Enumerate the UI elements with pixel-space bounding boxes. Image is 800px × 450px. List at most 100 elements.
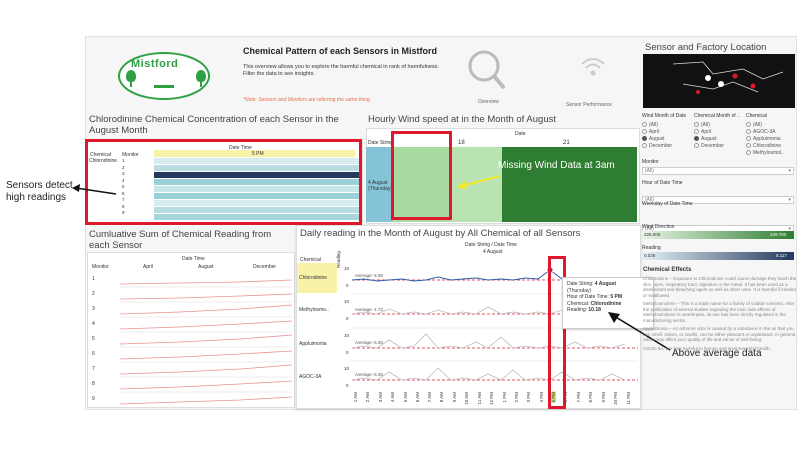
radio-option[interactable]: December (642, 142, 692, 149)
average-label: Average: 5.39 (355, 372, 383, 377)
hour-tick: 7 AM (427, 392, 432, 403)
hour-tick: 8 AM (439, 392, 444, 403)
wind-cell[interactable] (502, 147, 637, 222)
heatmap-row[interactable] (154, 158, 362, 164)
radio-icon[interactable] (694, 129, 699, 134)
page-title: Chemical Pattern of each Sensors in Mist… (243, 46, 438, 56)
hour-axis: 1 AM 2 AM 3 AM 4 AM 5 AM 6 AM 7 AM 8 AM … (353, 392, 639, 408)
tooltip-weekday: (Thursday) (567, 287, 592, 294)
wifi-sensor-icon[interactable] (576, 50, 610, 84)
heatmap-row[interactable] (154, 179, 362, 185)
legend-max: 229.700 (770, 232, 787, 237)
hour-tick: 1 PM (502, 392, 507, 403)
radio-label: (All) (649, 121, 658, 128)
heatmap-row[interactable] (154, 214, 362, 220)
radio-icon[interactable] (642, 129, 647, 134)
tooltip-label: Chemical: (567, 300, 590, 307)
chemical-highlight-cell (297, 263, 337, 293)
heatmap-row[interactable] (154, 172, 362, 178)
search-magnifier-icon[interactable] (466, 44, 506, 96)
chemical-row-label[interactable]: Chlorodinine (299, 275, 328, 281)
average-label: Average: 5.00 (355, 340, 383, 345)
monitor-label: 9 (122, 210, 125, 215)
radio-icon[interactable] (642, 136, 647, 141)
location-map[interactable] (643, 54, 795, 108)
cum-month: August (198, 264, 214, 270)
cumulative-sparklines[interactable] (120, 272, 292, 406)
map-overlay (672, 61, 784, 94)
weekday-filter-label: Weekday of Date Time (642, 201, 693, 207)
radio-icon[interactable] (694, 136, 699, 141)
wind-tick: 21 (563, 140, 570, 146)
wind-cell-rowlabel (366, 147, 393, 222)
chemical-row-label[interactable]: AGOC-3A (299, 374, 322, 380)
radio-option[interactable]: August (694, 135, 744, 142)
heatmap-row[interactable] (154, 165, 362, 171)
tick-label: 10 (344, 366, 350, 371)
nav-sensor-performance[interactable]: Sensor Performance (566, 102, 612, 108)
arrow-icon (608, 312, 671, 351)
hour-tick: 8 PM (588, 392, 593, 403)
effects-text: Chlorodinine – Exposure to Chlorodinine … (643, 276, 797, 408)
time-header-cell (154, 150, 355, 157)
highlight-box-sensors (85, 139, 362, 225)
radio-label: August (649, 135, 665, 142)
radio-option[interactable]: (All) (694, 121, 744, 128)
monitor-filter-label: Monitor (642, 159, 659, 165)
wind-cell[interactable] (393, 147, 450, 222)
tree-icon (196, 70, 206, 82)
heatmap-row[interactable] (154, 207, 362, 213)
radio-icon[interactable] (746, 122, 751, 127)
radio-option[interactable]: April (694, 128, 744, 135)
radio-icon[interactable] (642, 143, 647, 148)
highlight-box-missing (391, 131, 452, 220)
monitor-label: 7 (122, 197, 125, 202)
wind-cell[interactable] (450, 147, 502, 222)
effects-title: Chemical Effects (643, 267, 692, 273)
radio-label: April (701, 128, 712, 135)
reading-legend (642, 252, 794, 260)
heatmap-row[interactable] (154, 193, 362, 199)
radio-icon[interactable] (694, 122, 699, 127)
radio-icon[interactable] (642, 122, 647, 127)
hour-dropdown[interactable]: (All) (642, 196, 794, 204)
radio-icon[interactable] (694, 143, 699, 148)
radio-option[interactable]: AGOC-3A (746, 128, 798, 135)
radio-option[interactable]: Methylosmol.. (746, 149, 798, 156)
wind-tick: 18 (458, 140, 465, 146)
chemical-row-label[interactable]: Methylosmo.. (299, 307, 329, 313)
tick-label: 0 (346, 283, 349, 288)
monitor-dropdown[interactable]: (All) (642, 167, 794, 175)
note-text: *Note: Sensors and Monitors are referrin… (243, 97, 372, 103)
cum-monitor-label: 9 (92, 396, 95, 402)
radio-option[interactable]: Appluimonia (746, 135, 798, 142)
bench-icon (154, 85, 174, 88)
radio-label: Chlorodinine (753, 142, 782, 149)
col-header-chemical: Chemical (90, 152, 111, 158)
callout-above-average: Above average data (672, 348, 762, 359)
effects-paragraph: Methylosmolene – This is a trade name fo… (643, 301, 795, 323)
radio-option[interactable]: August (642, 135, 692, 142)
callout-sensors: Sensors detect high readings (6, 180, 73, 203)
tree-trunk (130, 81, 132, 87)
highlight-box-5pm (548, 256, 566, 409)
radio-label: December (649, 142, 673, 149)
radio-label: August (701, 135, 717, 142)
heatmap-row[interactable] (154, 186, 362, 192)
radio-option[interactable]: (All) (746, 121, 798, 128)
cumulative-panel-title: Cumluative Sum of Chemical Reading from … (89, 229, 272, 251)
heatmap-row[interactable] (154, 200, 362, 206)
nav-overview[interactable]: Overview (478, 99, 499, 105)
radio-icon[interactable] (746, 143, 751, 148)
radio-option[interactable]: Chlorodinine (746, 142, 798, 149)
chemical-row-label[interactable]: Appluimonia (299, 341, 327, 347)
radio-option[interactable]: April (642, 128, 692, 135)
radio-icon[interactable] (746, 129, 751, 134)
radio-option[interactable]: (All) (642, 121, 692, 128)
radio-icon[interactable] (746, 136, 751, 141)
radio-option[interactable]: December (694, 142, 744, 149)
radio-label: Methylosmol.. (753, 149, 784, 156)
radio-icon[interactable] (746, 150, 751, 155)
wind-row-label: (Thursday) (368, 186, 393, 192)
hour-filter-label: Hour of Date Time (642, 180, 683, 186)
